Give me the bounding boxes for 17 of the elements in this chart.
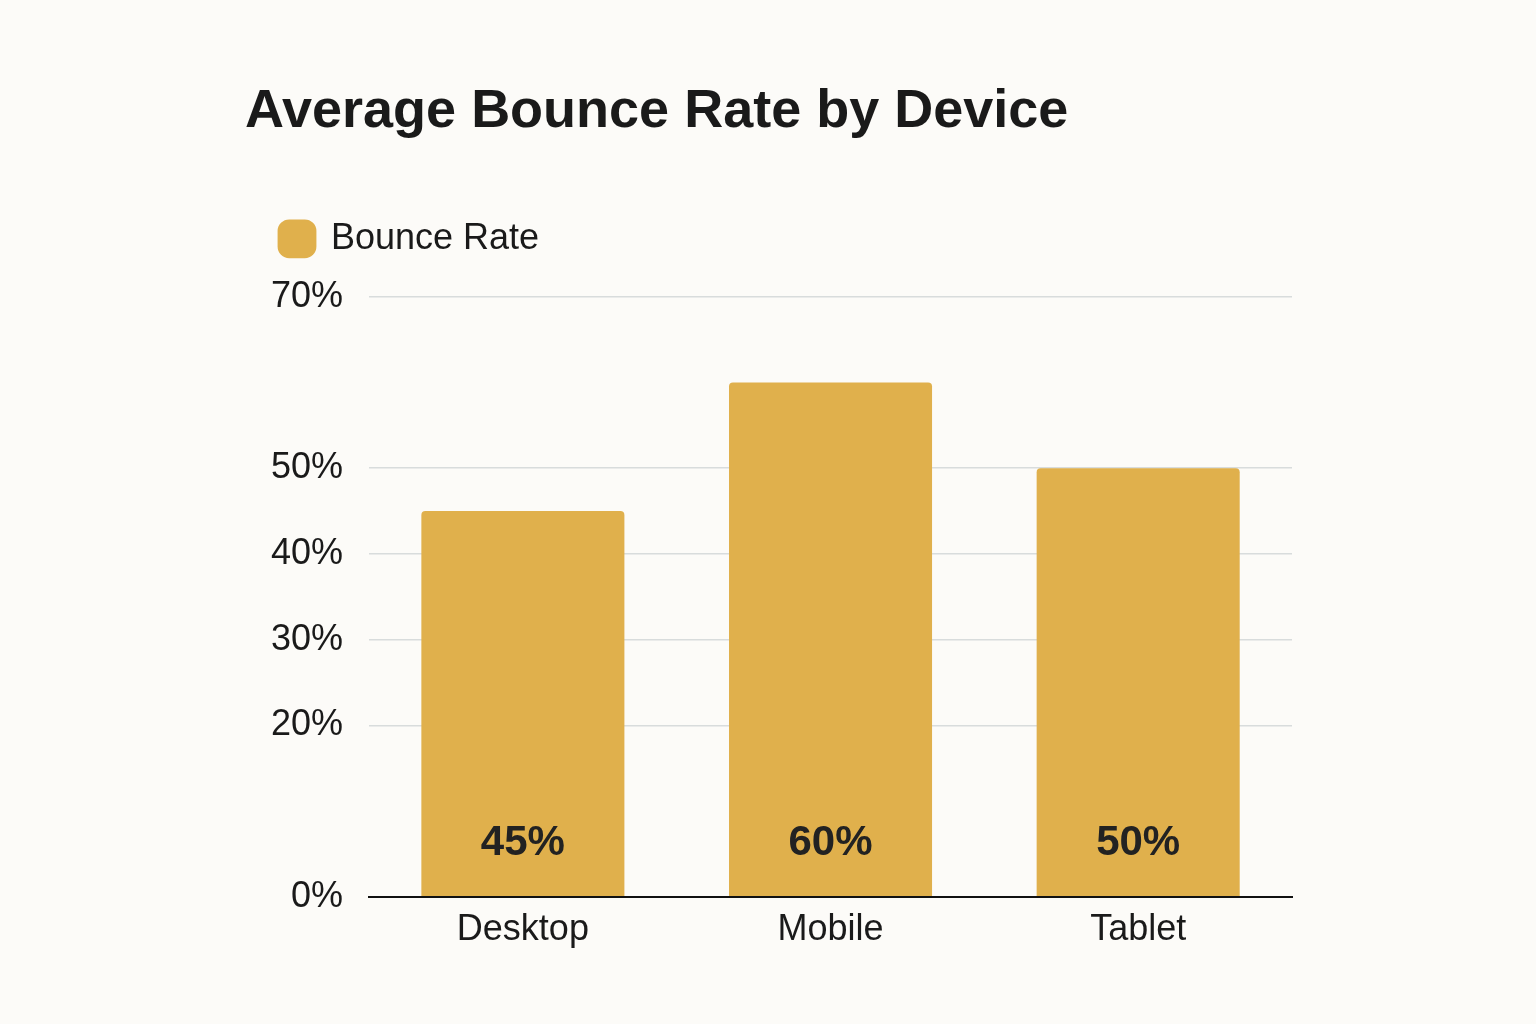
y-tick-label: 70%: [270, 273, 344, 315]
x-tick-label: Desktop: [456, 907, 589, 949]
y-tick-label: 40%: [270, 530, 344, 572]
x-tick-label: Tablet: [1090, 907, 1187, 949]
data-label: 45%: [480, 816, 565, 864]
bar: [729, 382, 933, 897]
data-label: 60%: [788, 816, 873, 864]
bar: [1036, 468, 1240, 897]
y-tick-label: 50%: [270, 445, 344, 487]
chart-title: Average Bounce Rate by Device: [245, 78, 1069, 139]
bar: [421, 511, 625, 897]
y-tick-label: 0%: [291, 873, 344, 915]
y-tick-label: 20%: [270, 702, 344, 744]
data-label: 50%: [1096, 816, 1181, 864]
y-tick-label: 30%: [270, 616, 344, 658]
x-tick-label: Mobile: [777, 907, 884, 949]
legend-label: Bounce Rate: [331, 215, 540, 257]
